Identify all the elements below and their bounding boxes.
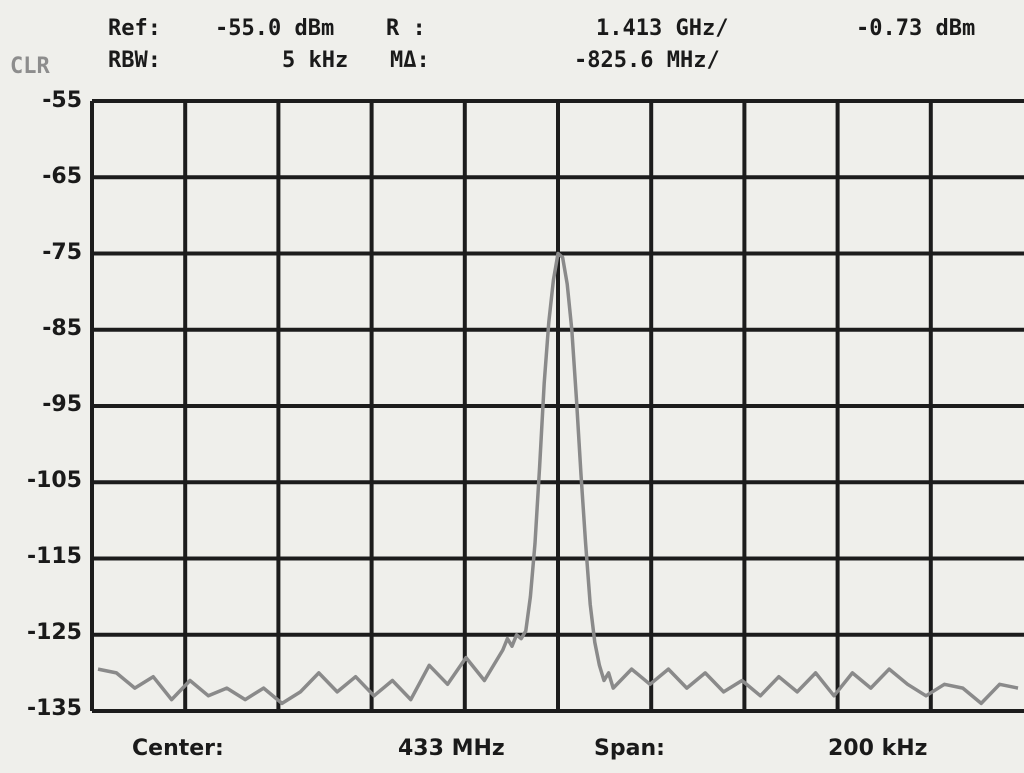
center-value: 433 MHz — [398, 738, 505, 760]
graticule — [92, 101, 1024, 711]
span-label: Span: — [594, 738, 665, 760]
span-value: 200 kHz — [828, 738, 927, 760]
center-label: Center: — [132, 738, 224, 760]
